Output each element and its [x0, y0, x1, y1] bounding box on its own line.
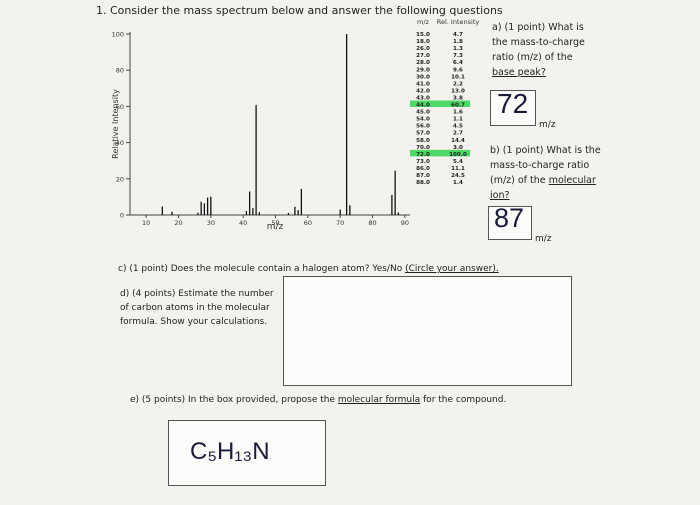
- question-e: e) (5 points) In the box provided, propo…: [130, 393, 506, 407]
- table-cell: 14.4: [451, 138, 465, 144]
- x-axis-label: m/z: [267, 222, 284, 232]
- table-cell: 27.0: [416, 53, 430, 59]
- table-cell: 9.6: [453, 67, 463, 73]
- table-cell: 56.0: [416, 124, 430, 130]
- table-cell: 3.0: [453, 145, 463, 151]
- question-e-underlined: molecular formula: [337, 395, 421, 405]
- table-cell: 1.1: [453, 117, 463, 123]
- x-tick-label: 80: [368, 219, 376, 227]
- table-cell: 72.0: [416, 152, 430, 158]
- table-cell: 10.1: [451, 74, 465, 80]
- y-tick-label: 60: [116, 103, 124, 111]
- table-cell: 57.0: [416, 131, 430, 137]
- table-cell: 44.0: [416, 103, 430, 109]
- y-tick-label: 100: [112, 31, 124, 39]
- table-cell: 45.0: [416, 110, 430, 116]
- mass-spectrum: Relative Intensity m/z 0 20 40 60 80 100 10 20 3…: [111, 18, 480, 232]
- table-cell: 42.0: [416, 88, 430, 94]
- answer-box-d: [283, 276, 572, 386]
- table-cell: 29.0: [416, 67, 430, 73]
- table-cell: 4.7: [453, 32, 463, 38]
- x-tick-label: 50: [271, 219, 279, 227]
- question-d: d) (4 points) Estimate the number of car…: [120, 289, 274, 327]
- table-cell: 18.0: [416, 39, 430, 45]
- table-header: m/z: [417, 18, 430, 26]
- table-cell: 6.4: [453, 60, 463, 66]
- table-cell: 15.0: [416, 32, 430, 38]
- table-cell: 1.6: [453, 110, 463, 116]
- table-cell: 30.0: [416, 74, 430, 80]
- x-tick-label: 40: [239, 219, 247, 227]
- table-cell: 58.0: [416, 138, 430, 144]
- table-cell: 86.0: [416, 166, 430, 172]
- row-highlight: [410, 100, 470, 107]
- table-cell: 28.0: [416, 60, 430, 66]
- question-b-underlined: molecular ion?: [490, 175, 596, 201]
- question-b: b) (1 point) What is the mass-to-charge …: [490, 143, 610, 203]
- x-tick-label: 70: [336, 219, 344, 227]
- table-cell: 11.1: [451, 166, 465, 172]
- question-c: c) (1 point) Does the molecule contain a…: [118, 262, 499, 276]
- table-cell: 70.0: [416, 145, 430, 151]
- table-cell: 54.0: [416, 117, 430, 123]
- table-cell: 4.5: [453, 124, 463, 130]
- table-cell: 60.7: [451, 103, 465, 109]
- table-cell: 1.8: [453, 39, 463, 45]
- table-cell: 73.0: [416, 159, 430, 165]
- answer-a-unit: m/z: [539, 120, 556, 130]
- x-tick-label: 60: [304, 219, 312, 227]
- table-cell: 43.0: [416, 95, 430, 101]
- x-tick-label: 90: [401, 219, 409, 227]
- question-c-underlined: (Circle your answer).: [405, 264, 499, 274]
- question-a: a) (1 point) What is the mass-to-charge …: [492, 20, 597, 80]
- table-cell: 13.0: [451, 88, 465, 94]
- table-cell: 2.2: [453, 81, 463, 87]
- y-tick-label: 40: [116, 139, 124, 147]
- y-tick-label: 0: [120, 212, 124, 220]
- question-heading: 1. Consider the mass spectrum below and …: [96, 4, 503, 17]
- y-tick-label: 20: [116, 175, 124, 183]
- question-a-text: a) (1 point) What is the mass-to-charge …: [492, 22, 585, 63]
- table-cell: 88.0: [416, 180, 430, 186]
- answer-box-e: [168, 420, 326, 486]
- answer-box-a: [490, 90, 536, 126]
- question-c-text: c) (1 point) Does the molecule contain a…: [118, 264, 403, 274]
- y-axis-label: Relative Intensity: [111, 89, 120, 159]
- table-cell: 5.4: [453, 159, 463, 165]
- table-cell: 100.0: [449, 152, 467, 158]
- row-highlight: [410, 149, 470, 157]
- table-cell: 1.4: [453, 180, 463, 186]
- table-cell: 24.5: [451, 173, 465, 179]
- question-a-underlined: base peak?: [492, 67, 546, 78]
- answer-b-unit: m/z: [535, 234, 552, 244]
- answer-b: 87: [494, 203, 525, 233]
- answer-e: C₅H₁₃N: [190, 438, 270, 465]
- x-tick-label: 30: [207, 219, 215, 227]
- question-e-text: e) (5 points) In the box provided, propo…: [130, 395, 336, 405]
- answer-a: 72: [497, 88, 529, 119]
- x-tick-label: 20: [174, 219, 182, 227]
- table-header: Rel. Intensity: [437, 18, 480, 26]
- question-b-text: b) (1 point) What is the mass-to-charge …: [490, 145, 601, 186]
- table-cell: 7.3: [453, 53, 463, 59]
- question-e-tail: for the compound.: [420, 395, 507, 405]
- answer-box-b: [488, 206, 532, 240]
- table-cell: 1.3: [453, 46, 463, 52]
- table-cell: 87.0: [416, 173, 430, 179]
- table-cell: 26.0: [416, 46, 430, 52]
- x-tick-label: 10: [142, 219, 150, 227]
- table-cell: 41.0: [416, 81, 430, 87]
- table-cell: 2.7: [453, 131, 463, 137]
- y-tick-label: 80: [116, 67, 124, 75]
- table-cell: 3.8: [453, 95, 463, 101]
